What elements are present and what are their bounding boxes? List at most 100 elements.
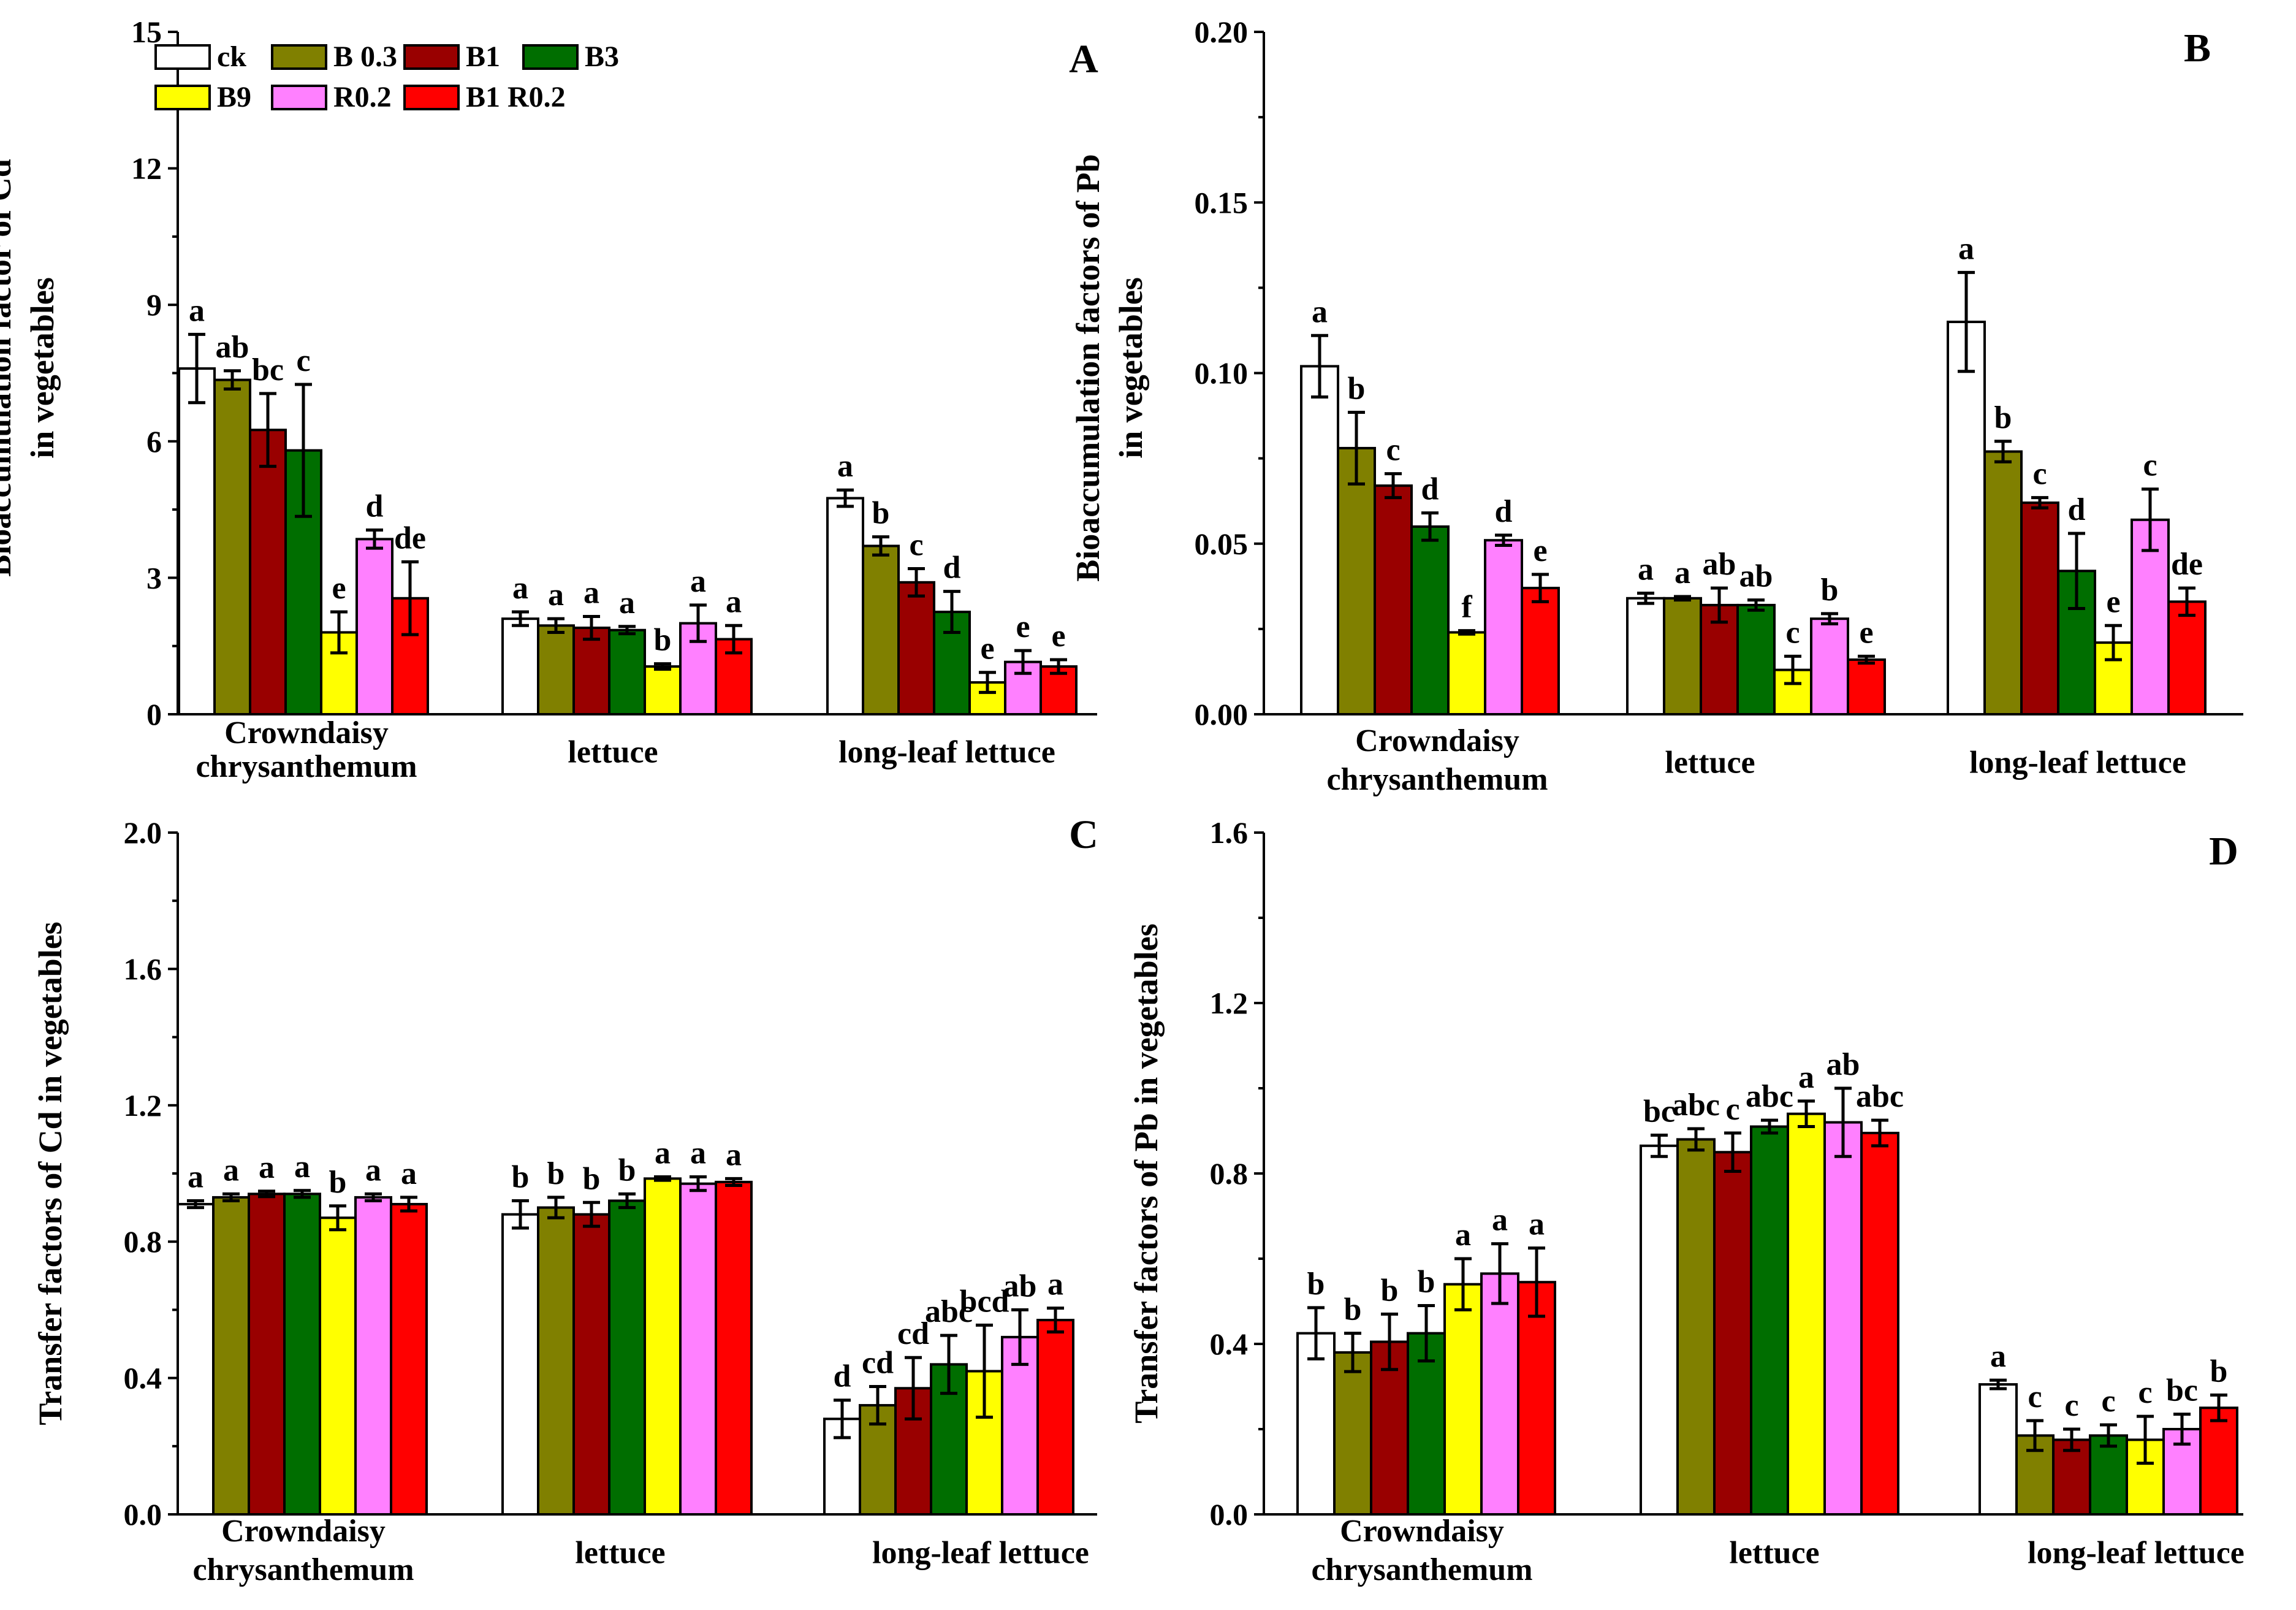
significance-letter: e: [1533, 533, 1547, 568]
bar: [1300, 365, 1339, 715]
panel-label: B: [2184, 26, 2211, 71]
y-tick-label: 0.0: [124, 1497, 162, 1532]
significance-letter: bc: [2166, 1373, 2198, 1408]
significance-letter: a: [512, 571, 528, 606]
bar: [715, 1180, 753, 1516]
bar: [2089, 1434, 2128, 1516]
bar: [1983, 450, 2023, 715]
y-tick-label: 0.0: [1210, 1497, 1249, 1532]
significance-letter: a: [188, 1159, 203, 1194]
legend-label: ck: [217, 40, 246, 73]
significance-letter: c: [2143, 448, 2157, 483]
bar: [177, 1203, 215, 1516]
category-label: lettuce: [568, 735, 658, 770]
significance-letter: de: [2171, 547, 2203, 582]
significance-letter: c: [909, 528, 923, 563]
significance-letter: a: [1047, 1267, 1063, 1302]
significance-letter: b: [329, 1165, 347, 1200]
significance-letter: a: [548, 578, 564, 612]
bar: [1947, 321, 1986, 715]
y-tick-label: 0.8: [1210, 1156, 1249, 1191]
bar: [213, 378, 251, 715]
significance-letter: e: [1859, 615, 1873, 650]
bar: [2162, 1428, 2202, 1516]
y-tick-label: 1.2: [1210, 986, 1249, 1020]
significance-letter: abc: [1746, 1079, 1793, 1114]
significance-letter: b: [1348, 371, 1366, 406]
bar: [644, 665, 682, 715]
significance-letter: a: [726, 1137, 742, 1172]
y-tick-label: 3: [146, 560, 162, 595]
significance-letter: a: [726, 584, 742, 619]
bar: [679, 1182, 717, 1516]
category-label: lettuce: [1729, 1536, 1819, 1571]
bar: [1296, 1332, 1336, 1516]
legend-swatch: [522, 44, 579, 70]
significance-letter: ab: [1739, 559, 1773, 594]
chart-panel-d: 0.0 0.4 0.8 1.2 1.6 Transfer factors of Pb in…: [1128, 815, 2245, 1587]
significance-letter: a: [1990, 1339, 2006, 1374]
significance-letter: b: [2210, 1354, 2228, 1389]
bar: [1337, 446, 1376, 715]
bar: [1480, 1272, 1519, 1516]
significance-letter: cd: [897, 1316, 929, 1351]
significance-letter: b: [1994, 400, 2012, 435]
y-axis-label: in vegetables: [24, 277, 61, 458]
bar: [2020, 501, 2059, 715]
bar: [608, 1199, 646, 1516]
bar: [1447, 631, 1486, 715]
significance-letter: b: [872, 496, 890, 531]
significance-letter: b: [512, 1159, 530, 1194]
y-tick-label: 2.0: [124, 815, 162, 850]
bar: [644, 1177, 682, 1516]
category-label: Crowndaisy: [221, 1514, 386, 1549]
significance-letter: bcd: [960, 1284, 1009, 1319]
y-axis-label: in vegetables: [1112, 277, 1149, 458]
significance-letter: b: [1307, 1267, 1325, 1302]
panel-label: A: [1069, 37, 1098, 82]
bar: [1333, 1351, 1372, 1516]
y-tick-label: 0.05: [1195, 527, 1249, 561]
y-tick-label: 12: [131, 151, 162, 186]
y-axis-label: Bioaccumulation factor of Cd: [0, 159, 18, 576]
significance-letter: cd: [862, 1346, 894, 1381]
bar: [897, 581, 935, 715]
category-label: chrysanthemum: [1326, 762, 1548, 797]
y-tick-label: 1.6: [124, 952, 162, 986]
y-tick-label: 0.10: [1195, 356, 1249, 391]
significance-letter: de: [394, 521, 426, 555]
significance-letter: ab: [1827, 1047, 1860, 1082]
significance-letter: d: [366, 489, 384, 524]
legend-label: B9: [217, 81, 251, 113]
y-tick-label: 6: [146, 424, 162, 459]
bar: [1484, 539, 1523, 715]
bar: [1823, 1121, 1863, 1516]
significance-letter: e: [332, 571, 346, 606]
significance-letter: a: [365, 1153, 381, 1188]
bar: [1713, 1151, 1752, 1516]
bar: [537, 624, 575, 715]
significance-letter: bc: [1643, 1094, 1675, 1129]
significance-letter: a: [1455, 1218, 1471, 1253]
significance-letter: a: [223, 1153, 239, 1188]
significance-letter: b: [583, 1161, 601, 1196]
significance-letter: ab: [216, 330, 249, 365]
significance-letter: ab: [1703, 547, 1736, 582]
legend-label: B 0.3: [333, 40, 397, 73]
significance-letter: b: [618, 1153, 636, 1188]
significance-letter: e: [2106, 584, 2120, 619]
bar: [319, 1216, 357, 1516]
bar: [826, 497, 864, 715]
legend-label: B3: [585, 40, 619, 73]
significance-letter: b: [547, 1156, 565, 1191]
category-label: long-leaf lettuce: [1969, 746, 2186, 780]
y-tick-label: 0.4: [124, 1361, 162, 1395]
category-label: chrysanthemum: [1311, 1552, 1532, 1587]
y-tick-label: 0.4: [1210, 1327, 1249, 1361]
y-tick-label: 15: [131, 15, 162, 49]
y-tick-label: 1.6: [1210, 815, 1249, 850]
significance-letter: a: [294, 1150, 310, 1185]
significance-letter: a: [1638, 552, 1654, 587]
significance-letter: d: [1421, 472, 1439, 507]
